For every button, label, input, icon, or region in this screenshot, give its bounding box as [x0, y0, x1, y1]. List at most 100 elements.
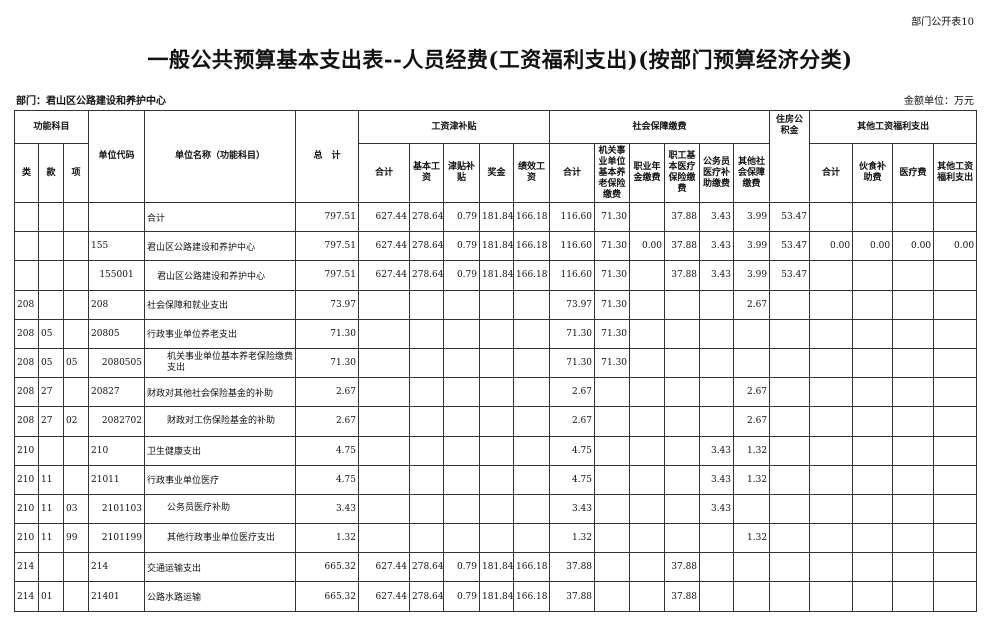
cell-pension: 71.30	[594, 347, 631, 379]
header-ss-total: 合计	[549, 143, 596, 203]
cell-meal	[852, 406, 894, 437]
cell-basic-wage	[409, 464, 444, 495]
cell-performance: 166.18	[512, 552, 551, 583]
cell-other-ss	[733, 347, 771, 379]
cell-pension	[594, 493, 631, 525]
cell-medical-fee	[892, 318, 935, 349]
cell-civil-medical	[699, 552, 735, 583]
cell-other-welfare	[933, 552, 978, 583]
cell-lei: 208	[14, 318, 39, 349]
cell-ss-total: 71.30	[549, 318, 596, 349]
cell-other-ss	[733, 552, 771, 583]
header-occupational: 职业年金缴费	[629, 143, 666, 203]
cell-allowance	[443, 347, 480, 379]
cell-bonus	[479, 464, 514, 495]
cell-meal	[852, 552, 894, 583]
cell-total: 2.67	[295, 377, 359, 408]
header-xiang: 项	[63, 143, 89, 203]
cell-total: 797.51	[295, 231, 359, 262]
cell-wage-total: 627.44	[358, 552, 410, 583]
cell-lei: 214	[14, 581, 39, 612]
cell-allowance	[443, 377, 480, 408]
cell-civil-medical: 3.43	[699, 231, 735, 262]
cell-other-ss: 3.99	[733, 231, 771, 262]
cell-other-ss: 1.32	[733, 464, 771, 495]
cell-medical-fee	[892, 552, 935, 583]
cell-allowance: 0.79	[443, 201, 480, 233]
cell-civil-medical	[699, 347, 735, 379]
cell-housing: 53.47	[769, 201, 811, 233]
cell-other-total	[809, 289, 854, 320]
cell-kuan: 27	[38, 377, 64, 408]
cell-civil-medical	[699, 581, 735, 612]
cell-civil-medical	[699, 377, 735, 408]
cell-wage-total	[358, 377, 410, 408]
cell-other-total	[809, 523, 854, 554]
cell-pension	[594, 377, 631, 408]
cell-allowance	[443, 464, 480, 495]
cell-xiang: 02	[63, 406, 89, 437]
cell-unit-name: 公路水路运输	[144, 581, 296, 612]
cell-unit-code: 2082702	[88, 406, 145, 437]
cell-civil-medical	[699, 406, 735, 437]
cell-other-total	[809, 347, 854, 379]
cell-other-total	[809, 201, 854, 233]
cell-pension	[594, 464, 631, 495]
cell-performance: 166.18	[512, 581, 551, 612]
cell-performance	[512, 464, 551, 495]
cell-civil-medical: 3.43	[699, 464, 735, 495]
cell-xiang	[63, 260, 89, 291]
header-allowance: 津贴补贴	[443, 143, 480, 203]
cell-meal	[852, 377, 894, 408]
cell-performance: 166.18	[512, 201, 551, 233]
cell-civil-medical	[699, 289, 735, 320]
cell-other-welfare	[933, 581, 978, 612]
cell-ss-total: 37.88	[549, 552, 596, 583]
cell-bonus	[479, 406, 514, 437]
cell-unit-code: 155	[88, 231, 145, 262]
table-row: 210 210 卫生健康支出 4.75 4.75 3.43 1.32	[14, 435, 978, 466]
cell-other-ss: 2.67	[733, 406, 771, 437]
cell-medical	[664, 464, 701, 495]
cell-kuan	[38, 552, 64, 583]
header-ss-group: 社会保障缴费	[549, 110, 771, 144]
cell-lei: 208	[14, 406, 39, 437]
cell-xiang	[63, 231, 89, 262]
cell-ss-total: 71.30	[549, 347, 596, 379]
cell-xiang	[63, 435, 89, 466]
cell-housing	[769, 464, 811, 495]
cell-occupational	[629, 347, 666, 379]
cell-unit-name: 君山区公路建设和养护中心	[144, 231, 296, 262]
cell-allowance	[443, 289, 480, 320]
table-row: 210 11 99 2101199 其他行政事业单位医疗支出 1.32 1.32 1.32	[14, 523, 978, 554]
cell-lei: 208	[14, 377, 39, 408]
cell-other-ss: 1.32	[733, 435, 771, 466]
cell-medical	[664, 318, 701, 349]
cell-performance	[512, 435, 551, 466]
cell-medical-fee	[892, 201, 935, 233]
cell-xiang	[63, 581, 89, 612]
cell-pension	[594, 406, 631, 437]
cell-bonus	[479, 523, 514, 554]
cell-occupational	[629, 552, 666, 583]
cell-housing	[769, 318, 811, 349]
cell-performance	[512, 347, 551, 379]
header-unit-name: 单位名称（功能科目）	[144, 110, 296, 203]
cell-other-total	[809, 493, 854, 525]
cell-allowance	[443, 493, 480, 525]
cell-performance	[512, 493, 551, 525]
header-other-welfare: 其他工资福利支出	[933, 143, 978, 203]
header-basic-wage: 基本工资	[409, 143, 444, 203]
cell-total: 665.32	[295, 552, 359, 583]
cell-wage-total	[358, 289, 410, 320]
cell-other-welfare	[933, 318, 978, 349]
header-other-ss: 其他社会保障缴费	[733, 143, 771, 203]
cell-unit-code: 21401	[88, 581, 145, 612]
cell-housing	[769, 289, 811, 320]
header-other-group: 其他工资福利支出	[809, 110, 978, 144]
cell-meal: 0.00	[852, 231, 894, 262]
header-civil-medical: 公务员医疗补助缴费	[699, 143, 735, 203]
cell-xiang	[63, 318, 89, 349]
cell-unit-code: 214	[88, 552, 145, 583]
cell-pension: 71.30	[594, 260, 631, 291]
